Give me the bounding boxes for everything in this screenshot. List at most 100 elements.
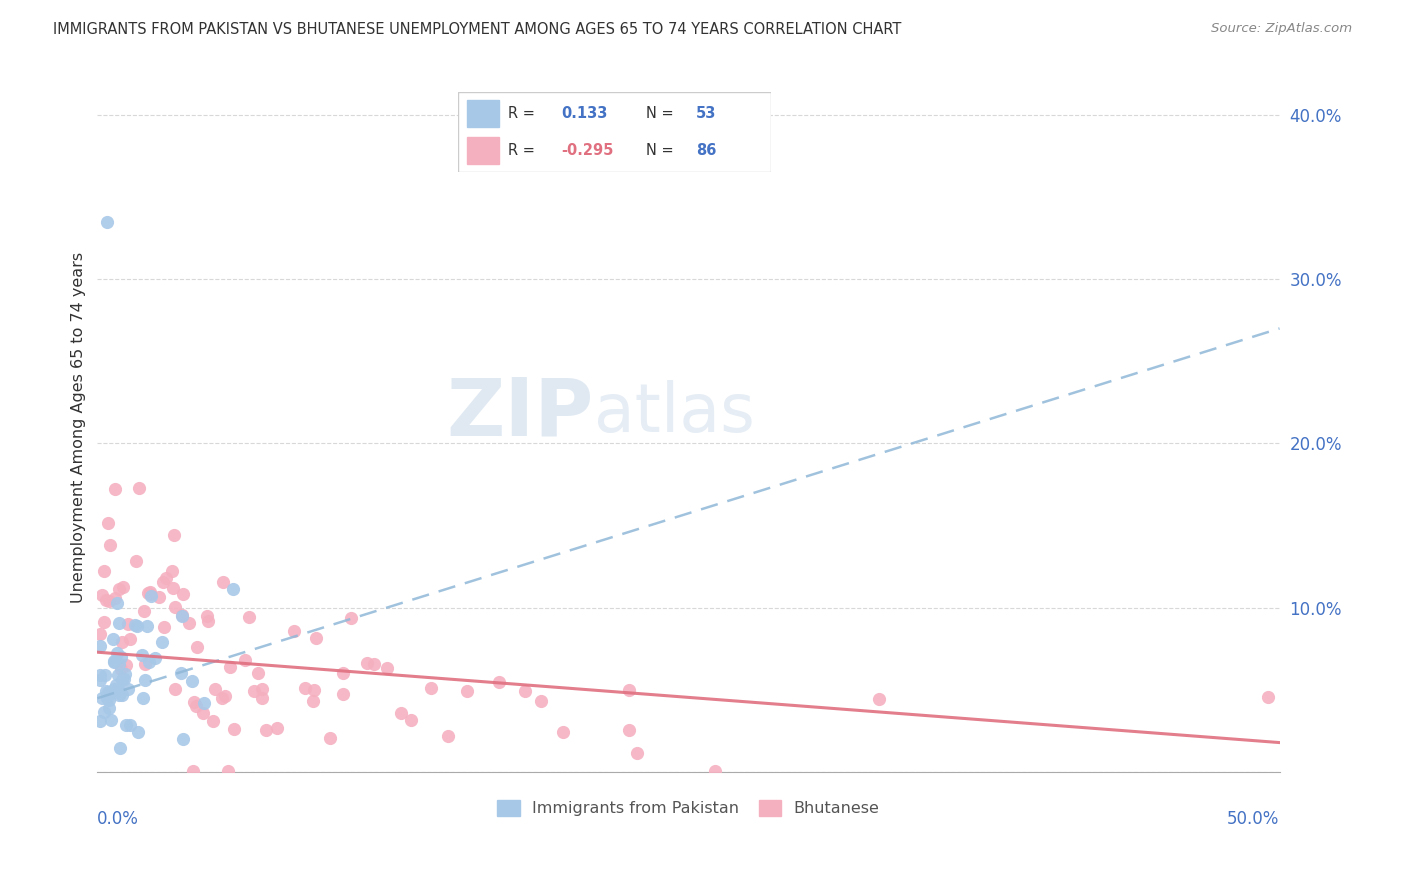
Point [619,723,641,737]
Point [103,654,125,668]
Point [179,615,201,630]
Point [124,618,146,632]
Point [125,553,148,567]
Point [111,581,134,595]
Point [98,593,121,607]
Point [172,608,194,623]
Point [107,688,129,702]
Point [195,608,218,623]
Point [165,599,187,614]
Point [436,729,458,743]
Point [247,665,270,680]
Point [868,692,890,706]
Y-axis label: Unemployment Among Ages 65 to 74 years: Unemployment Among Ages 65 to 74 years [72,252,86,603]
Point [356,656,378,670]
Point [222,582,245,597]
Point [110,741,132,756]
Point [128,481,150,495]
Point [98,538,121,552]
Point [172,608,194,623]
Point [172,587,194,601]
Point [132,604,155,618]
Point [305,631,328,645]
Point [250,681,273,696]
Point [103,685,125,699]
Text: IMMIGRANTS FROM PAKISTAN VS BHUTANESE UNEMPLOYMENT AMONG AGES 65 TO 74 YEARS COR: IMMIGRANTS FROM PAKISTAN VS BHUTANESE UN… [53,22,901,37]
Point [163,527,186,541]
Point [391,706,413,721]
Point [97,684,120,698]
Point [139,589,162,603]
Point [89,639,111,653]
Point [181,764,204,778]
Point [138,656,160,670]
Point [294,681,316,696]
Point [107,668,129,682]
Point [110,650,132,665]
Text: ZIP: ZIP [447,375,593,452]
Point [91,691,114,706]
Text: atlas: atlas [593,380,755,446]
Point [186,640,208,654]
Point [134,673,156,688]
Point [155,571,177,585]
Point [98,693,121,707]
Point [217,764,239,778]
Point [108,685,131,699]
Point [250,690,273,705]
Point [211,691,233,706]
Point [136,586,159,600]
Point [160,564,183,578]
Point [204,681,226,696]
Point [101,632,124,646]
Point [89,714,111,728]
Point [488,674,510,689]
Point [193,696,215,710]
Point [108,582,131,596]
Point [112,673,135,687]
Text: 0.0%: 0.0% [97,810,139,828]
Point [103,681,125,696]
Point [94,684,117,698]
Point [163,682,186,697]
Point [162,581,184,595]
Point [238,609,260,624]
Point [105,678,128,692]
Point [170,665,193,680]
Point [118,632,141,646]
Point [114,718,136,732]
Point [96,214,118,228]
Point [530,694,553,708]
Point [212,574,235,589]
Point [420,681,443,696]
Point [91,588,114,602]
Point [111,673,134,687]
Point [183,695,205,709]
Point [332,665,354,680]
Point [135,619,157,633]
Point [127,725,149,739]
Point [266,721,288,735]
Point [93,705,115,719]
Legend: Immigrants from Pakistan, Bhutanese: Immigrants from Pakistan, Bhutanese [491,794,886,822]
Point [89,627,111,641]
Point [222,722,245,736]
Point [339,611,361,625]
Point [111,635,134,649]
Point [115,658,138,673]
Point [117,616,139,631]
Text: 50.0%: 50.0% [1227,810,1279,828]
Point [110,662,132,676]
Point [202,714,225,728]
Point [93,564,115,578]
Point [553,724,575,739]
Point [254,723,277,737]
Point [181,674,204,689]
Point [96,516,118,530]
Point [242,684,264,698]
Point [111,688,134,702]
Point [375,661,398,675]
Point [172,731,194,746]
Point [219,660,242,674]
Point [152,574,174,589]
